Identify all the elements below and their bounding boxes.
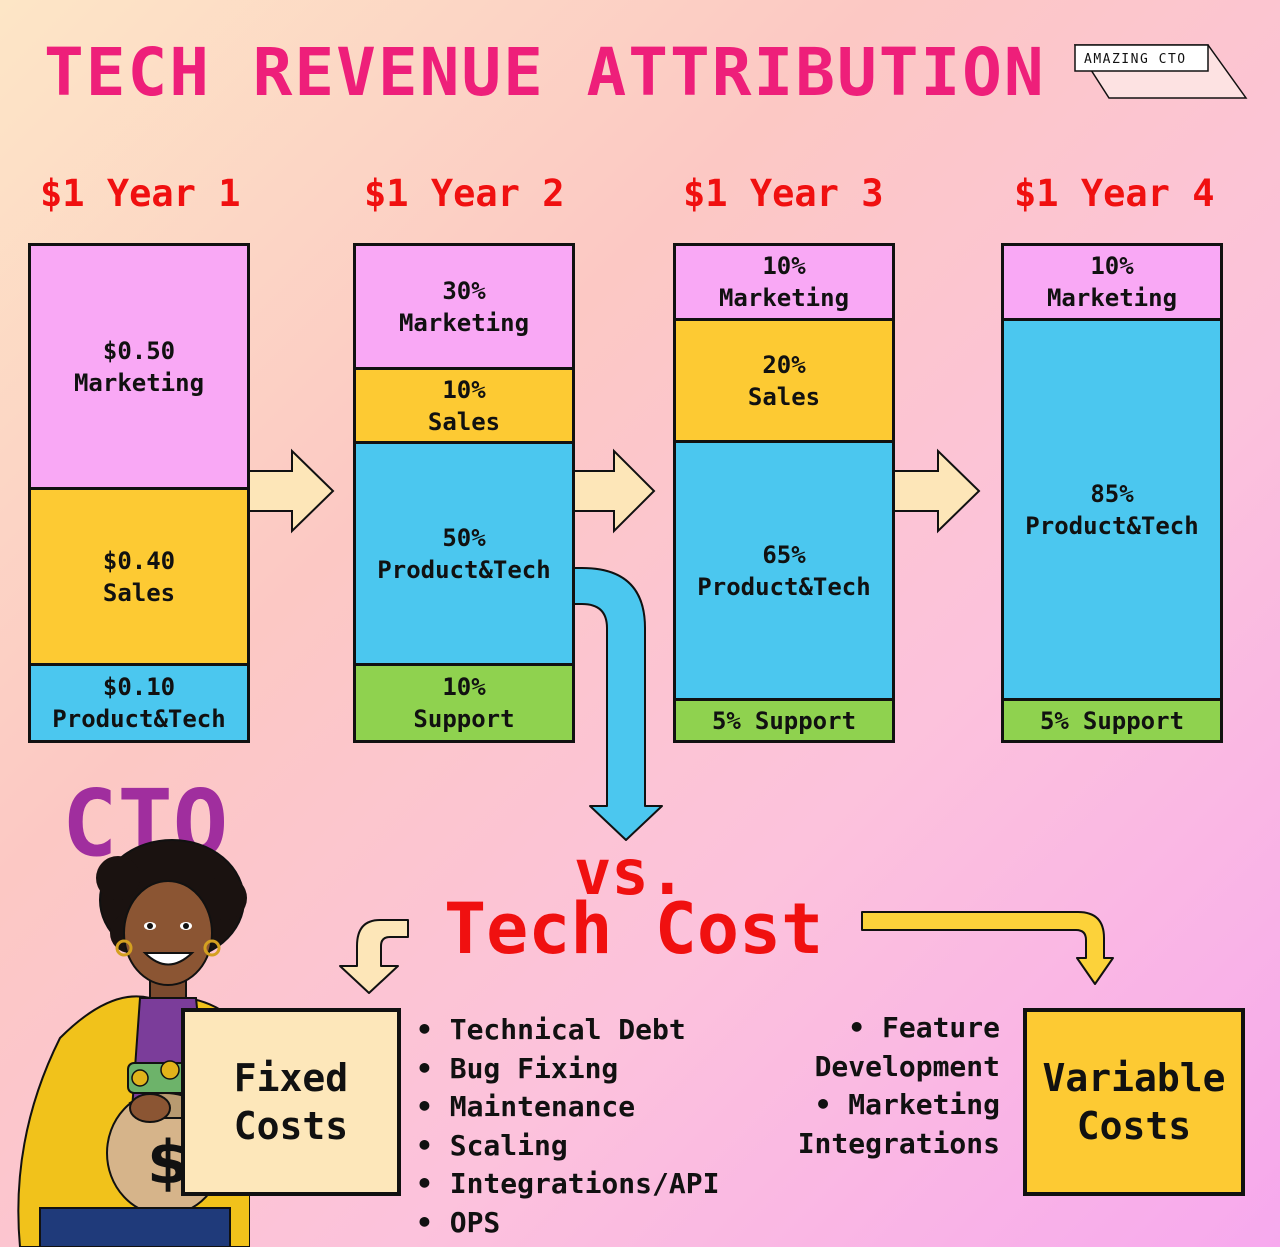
variable-costs-list: • Feature Development • Marketing Integr… [798,1009,1000,1163]
list-item: • Feature [848,1011,1000,1044]
curved-down-arrow-icon [573,567,663,841]
year-2-support: 10% Support [356,666,572,740]
list-item: • Integrations/API [416,1167,720,1200]
year-1-label: $1 Year 1 [40,172,241,215]
list-item: • Technical Debt [416,1013,686,1046]
list-item: Integrations [797,1126,1000,1160]
variable-costs-box: Variable Costs [1023,1008,1245,1196]
bent-arrow-right-icon [861,911,1114,985]
right-arrow-icon [573,448,656,534]
year-2-marketing: 30% Marketing [356,246,572,370]
year-1-product-tech: $0.10 Product&Tech [31,666,247,740]
logo-text: AMAZING CTO [1084,52,1187,67]
year-4-label: $1 Year 4 [1014,172,1215,215]
year-4-column: 10% Marketing 85% Product&Tech 5% Support [1001,243,1223,743]
list-item: • Scaling [416,1128,568,1162]
year-1-marketing: $0.50 Marketing [31,246,247,490]
variable-costs-label-line1: Variable [1042,1056,1226,1100]
year-1-column: $0.50 Marketing $0.40 Sales $0.10 Product&T… [28,243,250,743]
fixed-costs-box: Fixed Costs [181,1008,401,1196]
year-3-marketing: 10% Marketing [676,246,892,321]
variable-costs-label-line2: Costs [1076,1104,1192,1148]
year-3-support: 5% Support [676,701,892,740]
right-arrow-icon [248,448,335,534]
year-4-support: 5% Support [1004,701,1220,740]
page-title: TECH REVENUE ATTRIBUTION [44,34,1046,111]
list-item: • Marketing [814,1088,1000,1121]
right-arrow-icon [893,448,981,534]
list-item: Development [814,1049,1000,1083]
year-3-label: $1 Year 3 [683,172,884,215]
year-2-column: 30% Marketing 10% Sales 50% Product&Tech 10… [353,243,575,743]
amazing-cto-logo: AMAZING CTO [1073,44,1250,106]
fixed-costs-label-line1: Fixed [233,1056,349,1100]
year-4-product-tech: 85% Product&Tech [1004,321,1220,701]
year-3-product-tech: 65% Product&Tech [676,443,892,701]
year-2-sales: 10% Sales [356,370,572,444]
fixed-costs-label-line2: Costs [233,1104,349,1148]
year-4-marketing: 10% Marketing [1004,246,1220,321]
fixed-costs-list: • Technical Debt • Bug Fixing • Maintena… [416,1011,719,1242]
year-3-column: 10% Marketing 20% Sales 65% Product&Tech 5%… [673,243,895,743]
vs-label: vs. [574,836,686,909]
bent-arrow-left-icon [339,919,409,994]
year-2-label: $1 Year 2 [364,172,565,215]
list-item: • OPS [416,1205,501,1239]
year-2-product-tech: 50% Product&Tech [356,444,572,666]
year-3-sales: 20% Sales [676,321,892,443]
list-item: • Maintenance [416,1090,636,1123]
year-1-sales: $0.40 Sales [31,490,247,666]
tech-cost-heading: Tech Cost [444,888,824,970]
list-item: • Bug Fixing [416,1051,619,1085]
